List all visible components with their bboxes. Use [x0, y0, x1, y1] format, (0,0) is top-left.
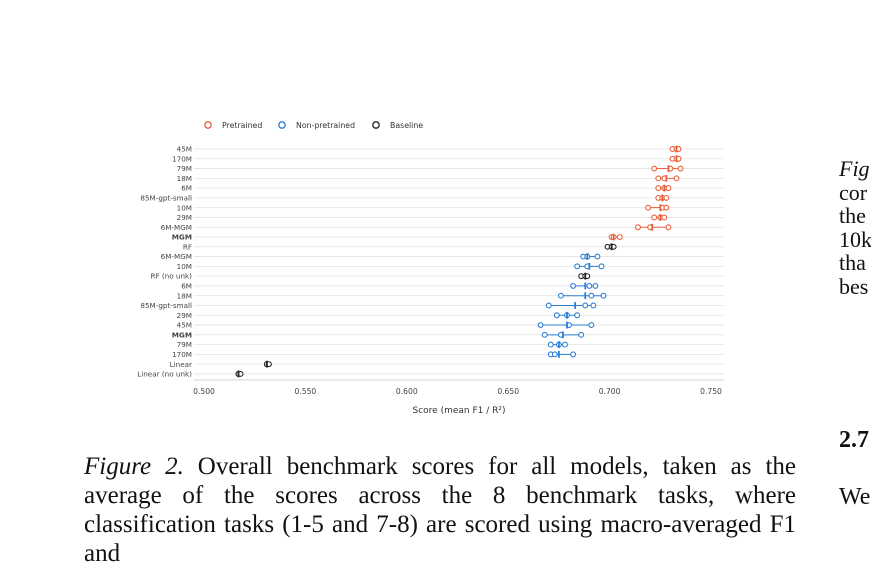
data-point	[586, 282, 593, 289]
data-point	[661, 214, 668, 221]
chart-gridlines	[194, 148, 724, 375]
data-point	[673, 175, 680, 182]
data-point	[655, 185, 662, 192]
y-tick-label: 79M	[177, 164, 192, 173]
data-point	[570, 351, 577, 358]
x-axis-label: Score (mean F1 / R²)	[413, 406, 506, 416]
adjacent-text-line: bes	[839, 273, 869, 299]
data-point	[645, 204, 652, 211]
legend-marker-baseline	[372, 121, 380, 129]
adjacent-text-line: tha	[839, 250, 866, 276]
data-point	[537, 322, 544, 328]
y-tick-label: 10M	[177, 203, 192, 212]
adjacent-text-line: cor	[839, 179, 868, 205]
chart-marks	[235, 145, 684, 378]
figure-caption-text: Overall benchmark scores for all models,…	[84, 453, 797, 567]
legend-label-baseline: Baseline	[390, 121, 423, 130]
y-tick-label: 10M	[177, 262, 192, 271]
legend-marker-pretrained	[204, 121, 212, 129]
y-tick-label: 6M-MGM	[161, 223, 192, 232]
data-point	[570, 282, 577, 289]
x-tick-label: 0.600	[396, 387, 418, 396]
adjacent-text-line: Fig	[839, 156, 870, 181]
adjacent-text-line: 10k	[839, 226, 871, 252]
data-point	[651, 214, 658, 221]
data-point	[665, 224, 672, 231]
data-point	[655, 175, 662, 182]
data-point	[545, 302, 552, 309]
data-point	[588, 322, 595, 328]
data-point	[574, 312, 581, 319]
y-tick-label: 18M	[177, 174, 192, 183]
legend-marker-nonpretrained	[278, 121, 286, 129]
y-tick-label: 85M-gpt-small	[140, 301, 192, 310]
x-tick-label: 0.700	[599, 387, 621, 396]
data-point	[598, 263, 605, 270]
x-tick-label: 0.750	[700, 387, 722, 396]
adjacent-section-heading: 2.7	[839, 427, 869, 453]
legend-label-nonpretrained: Non-pretrained	[296, 121, 355, 130]
data-point	[557, 292, 564, 299]
chart-legend: Pretrained Non-pretrained Baseline	[204, 121, 423, 130]
data-point	[574, 263, 581, 270]
x-tick-label: 0.550	[295, 387, 317, 396]
y-tick-label: 29M	[177, 311, 192, 320]
y-tick-label: 85M-gpt-small	[140, 194, 192, 203]
y-tick-label: 6M	[181, 282, 192, 291]
adjacent-column-text: Fig cor the 10k tha bes	[839, 157, 871, 299]
data-point	[594, 253, 601, 260]
data-point	[677, 165, 684, 172]
y-tick-label: 6M-MGM	[161, 252, 192, 261]
y-tick-label: 79M	[177, 340, 192, 349]
data-point	[663, 194, 670, 201]
data-point	[600, 292, 607, 299]
y-tick-label: MGM	[172, 233, 192, 242]
y-tick-label: 45M	[177, 145, 192, 154]
y-axis-labels: 45M170M79M18M6M85M-gpt-small10M29M6M-MGM…	[137, 145, 192, 379]
x-axis: 0.500 0.550 0.600 0.650 0.700 0.750	[193, 379, 724, 396]
data-point	[547, 341, 554, 348]
data-point	[562, 341, 568, 348]
y-tick-label: 29M	[177, 213, 192, 222]
data-point	[592, 282, 599, 289]
adjacent-text-line: the	[839, 203, 866, 229]
data-point	[588, 292, 595, 299]
y-tick-label: 170M	[172, 154, 192, 163]
legend-label-pretrained: Pretrained	[222, 121, 262, 130]
data-point	[663, 204, 670, 211]
data-point	[590, 302, 597, 309]
y-tick-label: Linear	[170, 360, 192, 369]
benchmark-chart: Pretrained Non-pretrained Baseline 45M170M…	[137, 121, 724, 416]
y-tick-label: RF	[183, 242, 192, 251]
y-tick-label: Linear (no unk)	[137, 370, 192, 379]
y-tick-label: 45M	[177, 321, 192, 330]
data-point	[551, 351, 558, 358]
data-point	[635, 224, 641, 231]
data-point	[616, 234, 623, 240]
data-point	[582, 302, 589, 309]
figure-caption: Figure 2. Overall benchmark scores for a…	[84, 452, 796, 568]
data-point	[651, 165, 658, 172]
data-point	[665, 185, 672, 192]
y-tick-label: 6M	[181, 184, 192, 193]
y-tick-label: 18M	[177, 291, 192, 300]
data-point	[541, 331, 548, 338]
y-tick-label: RF (no unk)	[150, 272, 192, 281]
data-point	[578, 331, 585, 338]
x-tick-label: 0.650	[497, 387, 519, 396]
y-tick-label: 170M	[172, 350, 192, 359]
figure-caption-label: Figure 2.	[84, 453, 184, 480]
y-tick-label: MGM	[172, 330, 192, 339]
x-tick-label: 0.500	[193, 387, 215, 396]
data-point	[553, 312, 560, 319]
adjacent-paragraph-start: We	[839, 484, 871, 510]
